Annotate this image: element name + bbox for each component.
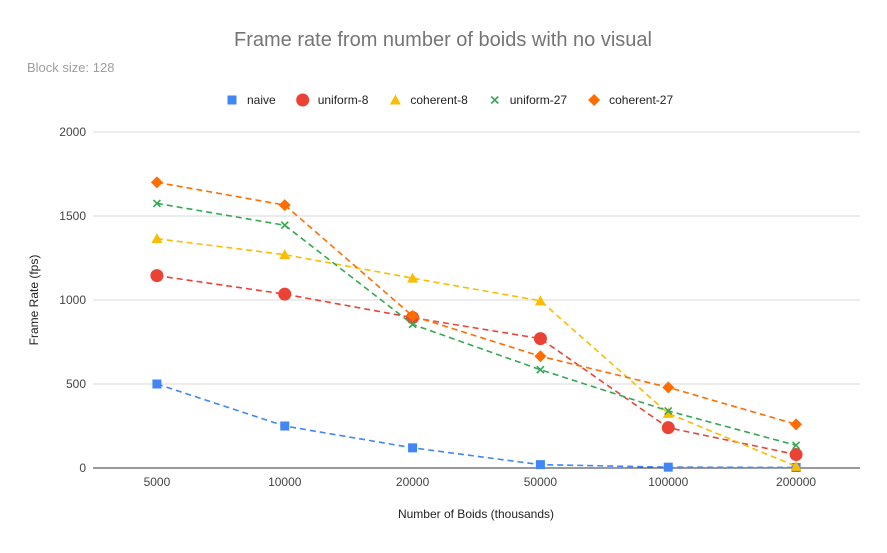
data-point <box>152 379 162 389</box>
data-point <box>792 441 801 450</box>
data-point <box>661 421 675 435</box>
series-naive <box>152 379 801 472</box>
data-point <box>535 460 545 470</box>
x-tick-label: 200000 <box>776 475 816 489</box>
x-tick-label: 50000 <box>524 475 558 489</box>
data-point <box>533 332 547 346</box>
series-coherent-8 <box>151 233 802 471</box>
legend-item: coherent-8 <box>389 93 468 107</box>
legend-item: uniform-27 <box>490 93 568 107</box>
data-point <box>152 199 161 208</box>
data-point <box>662 407 674 418</box>
legend-item: uniform-8 <box>296 93 369 107</box>
data-point <box>789 448 803 462</box>
x-tick-label: 100000 <box>648 475 688 489</box>
chart-title: Frame rate from number of boids with no … <box>234 29 652 51</box>
series-coherent-27 <box>150 176 803 431</box>
chart-subtitle: Block size: 128 <box>27 60 114 75</box>
data-point <box>279 249 291 260</box>
legend-label: coherent-27 <box>609 93 673 107</box>
data-point <box>406 309 419 322</box>
data-point <box>150 176 163 189</box>
data-point <box>534 350 547 363</box>
legend-marker <box>389 94 401 105</box>
legend-label: uniform-27 <box>510 93 568 107</box>
data-point <box>408 443 418 453</box>
data-point <box>790 460 802 471</box>
y-tick-label: 500 <box>66 377 86 391</box>
legend-marker <box>227 95 237 105</box>
series-line <box>156 237 797 468</box>
x-tick-label: 20000 <box>396 475 430 489</box>
legend: naive uniform-8 coherent-8 uniform-27 cohere… <box>227 93 673 107</box>
data-point <box>664 406 673 415</box>
series-line <box>156 274 797 456</box>
grid-lines <box>93 131 860 469</box>
y-tick-label: 1000 <box>59 293 86 307</box>
legend-marker <box>296 93 310 107</box>
data-point <box>278 199 291 212</box>
x-tick-label: 10000 <box>268 475 302 489</box>
x-axis-ticks: 5000 10000 20000 50000 100000 200000 <box>144 475 817 489</box>
x-tick-label: 5000 <box>144 475 171 489</box>
legend-marker <box>588 94 601 106</box>
data-point <box>407 272 419 283</box>
legend-label: coherent-8 <box>410 93 468 107</box>
series-uniform-8 <box>150 269 803 462</box>
data-point <box>790 418 803 431</box>
data-point <box>536 365 545 374</box>
legend-item: coherent-27 <box>588 93 673 107</box>
series-line <box>156 383 797 469</box>
data-point <box>151 233 163 244</box>
data-point <box>280 221 289 230</box>
y-axis-label: Frame Rate (fps) <box>27 255 41 346</box>
y-tick-label: 1500 <box>59 209 86 223</box>
series-group <box>150 176 803 472</box>
legend-marker <box>490 95 499 105</box>
legend-item: naive <box>227 93 276 107</box>
series-uniform-27 <box>152 199 801 450</box>
y-tick-label: 2000 <box>59 125 86 139</box>
data-point <box>534 295 546 306</box>
data-point <box>150 269 164 283</box>
y-tick-label: 0 <box>79 461 86 475</box>
y-axis-ticks: 0 500 1000 1500 2000 <box>59 125 86 475</box>
data-point <box>662 381 675 394</box>
series-line <box>156 202 797 447</box>
data-point <box>278 287 292 301</box>
x-axis-label: Number of Boids (thousands) <box>398 507 554 521</box>
legend-label: naive <box>247 93 276 107</box>
legend-label: uniform-8 <box>318 93 369 107</box>
data-point <box>408 320 417 329</box>
series-line <box>156 181 797 426</box>
data-point <box>280 421 290 431</box>
data-point <box>663 462 673 472</box>
